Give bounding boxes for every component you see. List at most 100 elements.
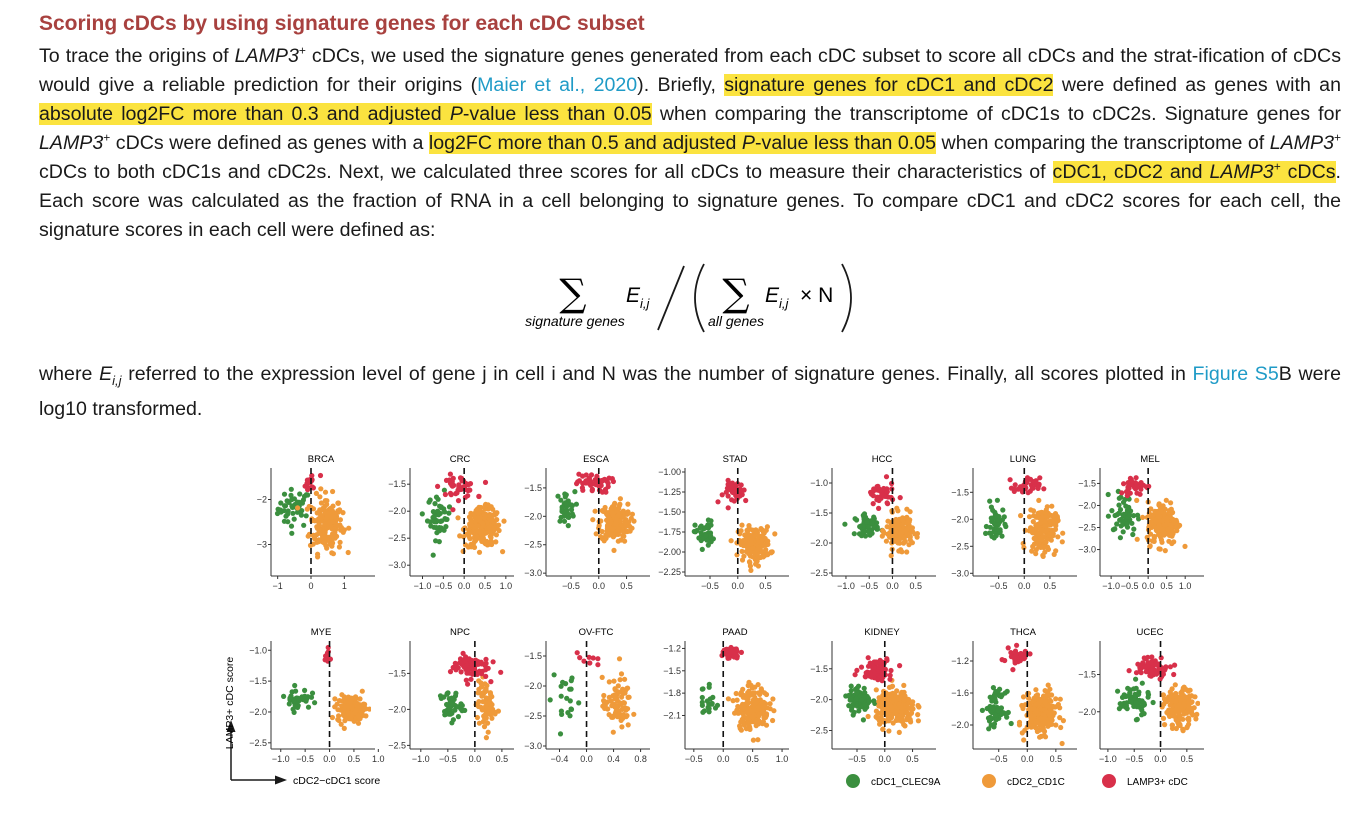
point-cdc2-cd1c: [590, 517, 596, 523]
point-cdc2-cd1c: [335, 716, 341, 723]
point-cdc2-cd1c: [894, 505, 900, 511]
panel-title: ESCA: [583, 454, 610, 465]
point-cdc2-cd1c: [1033, 547, 1039, 553]
point-cdc2-cd1c: [752, 690, 758, 696]
point-lamp3-cdc: [884, 489, 890, 495]
point-cdc2-cd1c: [355, 720, 362, 726]
y-tick-label: −1.5: [388, 668, 406, 678]
panel-esca: ESCA −0.5 0.0 0.5 −1.5 −2.0 −2.5 −3.0: [524, 454, 650, 591]
point-cdc2-cd1c: [1156, 522, 1162, 528]
y-tick-label: −2.0: [810, 538, 828, 548]
point-cdc2-cd1c: [474, 714, 480, 721]
point-cdc2-cd1c: [755, 547, 761, 553]
point-cdc2-cd1c: [323, 521, 329, 527]
citation-link[interactable]: Maier et al., 2020: [477, 74, 638, 96]
figure-link[interactable]: Figure S5: [1192, 363, 1279, 385]
point-cdc2-cd1c: [601, 698, 607, 704]
point-cdc2-cd1c: [904, 514, 910, 520]
point-cdc2-cd1c: [481, 724, 488, 730]
point-cdc1-clec9a: [692, 522, 698, 528]
point-cdc2-cd1c: [475, 528, 481, 534]
point-cdc1-clec9a: [987, 707, 994, 714]
point-cdc2-cd1c: [750, 527, 756, 533]
point-lamp3-cdc: [862, 674, 869, 680]
point-cdc1-clec9a: [292, 682, 298, 689]
point-cdc2-cd1c: [1035, 538, 1041, 544]
x-tick-label: −1.0: [272, 754, 290, 764]
point-cdc1-clec9a: [1119, 518, 1126, 525]
y-tick-label: −2.0: [388, 704, 406, 714]
point-cdc2-cd1c: [900, 518, 906, 524]
point-lamp3-cdc: [483, 667, 489, 673]
point-cdc2-cd1c: [1186, 703, 1192, 710]
point-cdc1-clec9a: [430, 509, 436, 515]
x-tick-label: −1: [273, 581, 283, 591]
point-cdc2-cd1c: [322, 489, 329, 495]
point-lamp3-cdc: [602, 486, 609, 493]
point-cdc2-cd1c: [728, 538, 734, 544]
point-cdc1-clec9a: [714, 702, 721, 708]
x-tick-label: 0.5: [479, 581, 492, 591]
point-cdc1-clec9a: [558, 708, 564, 714]
point-lamp3-cdc: [479, 671, 485, 677]
y-tick-label: −2.0: [951, 514, 969, 524]
point-cdc1-clec9a: [704, 698, 710, 704]
point-cdc2-cd1c: [340, 712, 346, 718]
point-cdc1-clec9a: [459, 702, 465, 709]
point-lamp3-cdc: [476, 493, 482, 499]
point-cdc1-clec9a: [563, 501, 569, 507]
point-cdc2-cd1c: [357, 696, 363, 702]
point-cdc1-clec9a: [985, 715, 992, 721]
point-cdc2-cd1c: [341, 725, 347, 731]
point-cdc1-clec9a: [282, 503, 288, 509]
point-cdc2-cd1c: [606, 523, 612, 529]
point-lamp3-cdc: [887, 672, 893, 678]
point-lamp3-cdc: [1014, 642, 1020, 648]
point-cdc2-cd1c: [476, 549, 483, 555]
point-lamp3-cdc: [435, 483, 441, 489]
point-cdc1-clec9a: [561, 518, 568, 524]
point-lamp3-cdc: [1036, 481, 1042, 487]
point-cdc2-cd1c: [898, 705, 905, 711]
point-lamp3-cdc: [885, 494, 891, 500]
point-cdc2-cd1c: [898, 530, 904, 536]
point-cdc1-clec9a: [851, 531, 857, 537]
point-cdc2-cd1c: [760, 554, 766, 560]
point-cdc2-cd1c: [598, 534, 604, 540]
point-lamp3-cdc: [1172, 662, 1178, 668]
point-cdc2-cd1c: [754, 558, 760, 564]
x-tick-label: 0.0: [1154, 754, 1167, 764]
point-cdc2-cd1c: [746, 691, 752, 697]
point-cdc2-cd1c: [622, 690, 628, 696]
x-tick-label: −0.5: [434, 581, 452, 591]
point-cdc2-cd1c: [1021, 544, 1027, 551]
point-cdc2-cd1c: [1044, 536, 1050, 542]
point-cdc2-cd1c: [908, 719, 914, 725]
x-tick-label: 0.5: [746, 754, 759, 764]
point-cdc2-cd1c: [1049, 721, 1055, 727]
point-lamp3-cdc: [877, 657, 883, 663]
point-cdc2-cd1c: [609, 714, 615, 720]
point-cdc2-cd1c: [492, 512, 498, 518]
point-cdc2-cd1c: [1047, 686, 1053, 692]
point-cdc2-cd1c: [894, 522, 901, 528]
point-cdc2-cd1c: [878, 703, 884, 709]
point-cdc2-cd1c: [886, 728, 892, 734]
point-cdc1-clec9a: [444, 690, 450, 697]
point-lamp3-cdc: [1133, 475, 1139, 481]
point-cdc1-clec9a: [567, 698, 573, 704]
point-cdc2-cd1c: [631, 711, 637, 717]
point-cdc2-cd1c: [1171, 517, 1177, 523]
point-cdc1-clec9a: [547, 697, 553, 703]
point-cdc2-cd1c: [1043, 507, 1049, 513]
point-cdc1-clec9a: [1116, 495, 1122, 501]
paragraph-definition: where Ei,j referred to the expression le…: [39, 363, 1341, 420]
point-cdc2-cd1c: [746, 679, 752, 685]
point-cdc2-cd1c: [483, 688, 489, 694]
y-tick-label: −3.0: [388, 560, 406, 570]
point-cdc2-cd1c: [333, 516, 339, 522]
point-cdc2-cd1c: [321, 540, 327, 546]
x-tick-label: 0.5: [620, 581, 633, 591]
point-cdc1-clec9a: [291, 698, 297, 704]
point-cdc2-cd1c: [1057, 715, 1063, 721]
